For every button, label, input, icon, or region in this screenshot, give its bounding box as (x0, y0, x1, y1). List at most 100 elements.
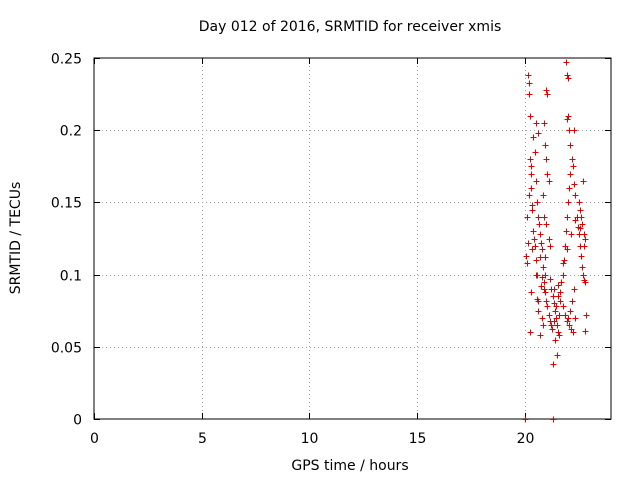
data-point (569, 298, 576, 305)
data-point (581, 243, 588, 250)
data-point (528, 171, 535, 178)
data-point (555, 293, 562, 300)
data-point (551, 318, 558, 325)
data-point (526, 192, 533, 199)
data-point (546, 178, 553, 185)
data-point (541, 286, 548, 293)
grid-lines (94, 58, 611, 419)
y-tick-label: 0.25 (51, 52, 82, 68)
data-point (564, 72, 571, 79)
data-point (580, 272, 587, 279)
data-point (566, 185, 573, 192)
data-point (543, 87, 550, 94)
data-point (563, 228, 570, 235)
data-point (533, 257, 540, 264)
data-point (582, 328, 589, 335)
data-point (533, 178, 540, 185)
data-point (580, 178, 587, 185)
data-point (540, 322, 547, 329)
data-point (553, 303, 560, 310)
data-point (540, 192, 547, 199)
data-point (540, 264, 547, 271)
data-point (570, 329, 577, 336)
data-point (571, 286, 578, 293)
data-point (538, 283, 545, 290)
data-point (524, 260, 531, 267)
data-point (532, 243, 539, 250)
data-point (581, 231, 588, 238)
data-point (572, 315, 579, 322)
data-point (578, 253, 585, 260)
data-point (572, 217, 579, 224)
data-point (539, 274, 546, 281)
data-point (564, 318, 571, 325)
data-point (558, 279, 565, 286)
data-point (526, 91, 533, 98)
y-axis-label: SRMTID / TECUs (8, 182, 24, 295)
data-point (550, 361, 557, 368)
data-point (530, 134, 537, 141)
data-point (528, 289, 535, 296)
data-point (531, 236, 538, 243)
data-point (567, 142, 574, 149)
data-point (537, 231, 544, 238)
data-point (544, 303, 551, 310)
data-point (546, 312, 553, 319)
data-point (562, 312, 569, 319)
data-point (567, 171, 574, 178)
data-point (578, 214, 585, 221)
data-point (522, 416, 529, 423)
data-point (556, 332, 563, 339)
data-point (541, 214, 548, 221)
data-point (528, 185, 535, 192)
data-point (579, 221, 586, 228)
data-point (535, 308, 542, 315)
data-point (539, 315, 546, 322)
data-point (561, 257, 568, 264)
data-point (543, 156, 550, 163)
data-point (529, 207, 536, 214)
data-point (565, 113, 572, 120)
data-point (555, 282, 562, 289)
y-tick-label: 0.05 (51, 341, 82, 357)
data-point (582, 236, 589, 243)
data-point (567, 308, 574, 315)
data-point (582, 279, 589, 286)
x-tick-label: 5 (198, 431, 207, 447)
data-point (560, 260, 567, 267)
data-point (541, 120, 548, 127)
data-point (537, 332, 544, 339)
data-point (527, 113, 534, 120)
x-tick-label: 20 (517, 431, 535, 447)
data-point (555, 329, 562, 336)
data-point (565, 75, 572, 82)
data-point (548, 322, 555, 329)
data-point (550, 416, 557, 423)
data-point (552, 337, 559, 344)
data-point (566, 322, 573, 329)
data-point (565, 315, 572, 322)
data-point (577, 207, 584, 214)
data-point (535, 130, 542, 137)
data-point (565, 199, 572, 206)
data-point (541, 279, 548, 286)
data-markers (522, 59, 590, 423)
data-point (572, 192, 579, 199)
data-point (583, 312, 590, 319)
data-point (532, 149, 539, 156)
data-point (577, 225, 584, 232)
data-point (557, 298, 564, 305)
data-point (544, 91, 551, 98)
data-point (527, 329, 534, 336)
x-axis-label: GPS time / hours (291, 458, 408, 474)
data-point (560, 272, 567, 279)
data-point (538, 240, 545, 247)
data-point (533, 120, 540, 127)
data-point (536, 221, 543, 228)
data-point (535, 298, 542, 305)
y-tick-label: 0.2 (60, 124, 82, 140)
data-point (543, 298, 550, 305)
data-point (569, 156, 576, 163)
data-point (557, 289, 564, 296)
